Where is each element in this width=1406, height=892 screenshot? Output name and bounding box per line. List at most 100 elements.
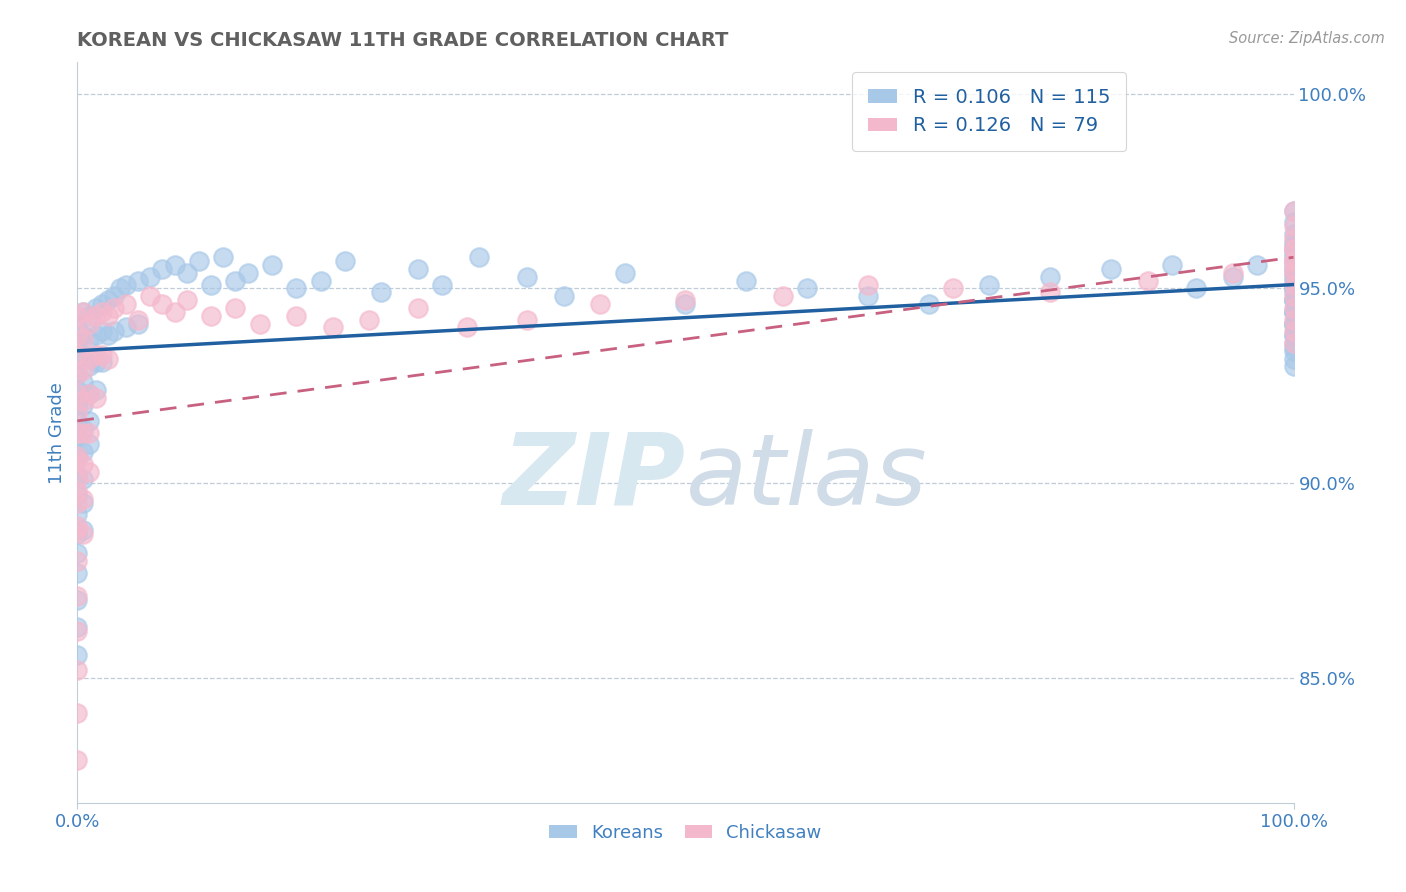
Point [66, 386, 89, 401]
Point [735, 274, 758, 288]
Point [66, 519, 89, 533]
Point [467, 250, 489, 264]
Point [66, 484, 89, 499]
Point [79, 359, 101, 374]
Point [72, 457, 94, 471]
Point [90, 324, 112, 338]
Point [152, 262, 174, 277]
Point [66, 593, 89, 607]
Point [1282, 305, 1305, 319]
Point [72, 328, 94, 343]
Point [84, 391, 107, 405]
Point [66, 589, 89, 603]
Point [66, 309, 89, 323]
Point [90, 348, 112, 362]
Point [613, 266, 636, 280]
Point [516, 269, 538, 284]
Point [72, 305, 94, 319]
Point [72, 375, 94, 389]
Point [66, 348, 89, 362]
Point [66, 508, 89, 522]
Point [139, 289, 162, 303]
Point [200, 309, 222, 323]
Point [1282, 343, 1305, 358]
Point [856, 289, 879, 303]
Point [1282, 243, 1305, 257]
Point [1282, 317, 1305, 331]
Point [285, 309, 308, 323]
Point [1282, 317, 1305, 331]
Point [66, 527, 89, 541]
Point [1282, 266, 1305, 280]
Point [1282, 301, 1305, 315]
Point [66, 367, 89, 381]
Point [163, 258, 186, 272]
Point [553, 289, 575, 303]
Point [589, 297, 612, 311]
Point [139, 269, 162, 284]
Point [97, 293, 120, 307]
Point [1282, 328, 1305, 343]
Point [224, 301, 246, 315]
Point [1136, 274, 1159, 288]
Point [1282, 246, 1305, 260]
Point [1282, 238, 1305, 252]
Point [1246, 258, 1268, 272]
Point [66, 496, 89, 510]
Point [918, 297, 941, 311]
Point [1222, 266, 1244, 280]
Point [72, 422, 94, 436]
Point [359, 312, 381, 326]
Point [1282, 317, 1305, 331]
Point [127, 317, 149, 331]
Point [1282, 340, 1305, 354]
Point [79, 386, 101, 401]
Point [66, 449, 89, 463]
Point [115, 297, 138, 311]
Point [1282, 336, 1305, 351]
Point [516, 312, 538, 326]
Point [796, 281, 818, 295]
Point [66, 620, 89, 634]
Point [406, 301, 429, 315]
Point [1039, 269, 1062, 284]
Point [115, 320, 138, 334]
Point [1282, 262, 1305, 277]
Point [1099, 262, 1122, 277]
Point [66, 351, 89, 366]
Point [66, 406, 89, 420]
Point [66, 546, 89, 560]
Point [72, 523, 94, 537]
Point [1282, 262, 1305, 277]
Point [675, 293, 697, 307]
Point [84, 301, 107, 315]
Point [1282, 289, 1305, 303]
Point [72, 305, 94, 319]
Y-axis label: 11th Grade: 11th Grade [48, 382, 66, 483]
Point [260, 258, 283, 272]
Point [1282, 203, 1305, 218]
Point [1282, 285, 1305, 300]
Point [772, 289, 794, 303]
Point [72, 425, 94, 440]
Point [72, 394, 94, 409]
Point [72, 363, 94, 377]
Point [66, 453, 89, 467]
Point [1282, 227, 1305, 241]
Point [212, 250, 235, 264]
Point [1222, 269, 1244, 284]
Point [1282, 293, 1305, 307]
Point [1185, 281, 1208, 295]
Point [84, 309, 107, 323]
Point [322, 320, 344, 334]
Point [1282, 266, 1305, 280]
Point [1282, 231, 1305, 245]
Point [285, 281, 308, 295]
Point [79, 332, 101, 346]
Point [236, 266, 259, 280]
Point [79, 414, 101, 428]
Point [1282, 235, 1305, 249]
Point [72, 398, 94, 412]
Point [72, 472, 94, 486]
Point [66, 566, 89, 580]
